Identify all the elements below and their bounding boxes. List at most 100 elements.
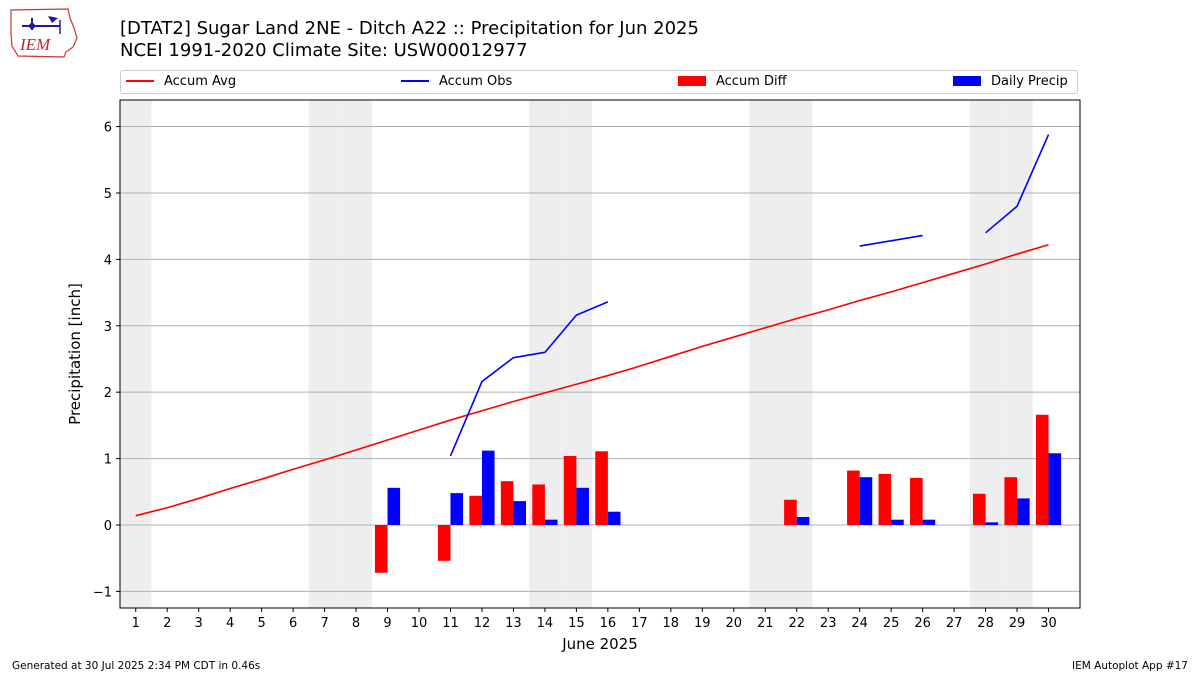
x-tick-label: 28 (977, 616, 994, 631)
legend-item-accum-avg: Accum Avg (126, 74, 236, 90)
weekend-band-21 (749, 100, 781, 608)
legend-swatch-accum-diff (678, 75, 706, 86)
weekend-shading (120, 100, 1033, 608)
y-tick-label: 5 (104, 187, 112, 202)
legend-item-accum-obs: Accum Obs (401, 74, 512, 90)
chart-title: [DTAT2] Sugar Land 2NE - Ditch A22 :: Pr… (120, 18, 699, 39)
legend-item-daily-precip: Daily Precip (953, 74, 1068, 90)
y-axis-label: Precipitation [inch] (66, 283, 84, 425)
legend-swatch-daily-precip (953, 75, 981, 86)
line-accum-avg-segment-0 (135, 243, 1049, 517)
line-accum-obs-segment-0 (449, 301, 609, 457)
x-tick-label: 27 (946, 616, 963, 631)
line-accum-obs-segment-2 (985, 134, 1050, 234)
bar-accum-diff-day-11 (437, 524, 451, 561)
y-tick-label: 6 (104, 121, 112, 136)
x-tick-label: 12 (474, 616, 491, 631)
bar-accum-diff-day-15 (563, 455, 577, 525)
x-tick-label: 14 (537, 616, 554, 631)
x-axis-label: June 2025 (561, 635, 638, 653)
x-tick-label: 24 (851, 616, 868, 631)
weekend-band-1 (120, 100, 152, 608)
x-tick-label: 29 (1009, 616, 1026, 631)
y-tick-label: −1 (93, 585, 112, 600)
x-tick-label: 26 (914, 616, 931, 631)
legend-item-accum-diff: Accum Diff (678, 74, 787, 90)
bar-accum-diff-day-24 (847, 470, 860, 525)
legend-label-accum-avg: Accum Avg (164, 74, 237, 89)
bars (374, 414, 1062, 573)
bar-accum-diff-day-28 (972, 493, 986, 525)
weekend-band-28 (969, 100, 1002, 608)
legend: Accum Avg Accum Obs Accum Diff Daily Pre… (120, 70, 1078, 94)
x-tick-label: 17 (631, 616, 648, 631)
x-tick-label: 22 (788, 616, 805, 631)
bar-accum-diff-day-29 (1004, 477, 1018, 525)
bar-daily-precip-day-25 (891, 519, 904, 525)
x-tick-label: 7 (320, 616, 328, 631)
y-tick-label: 4 (104, 253, 112, 268)
bar-accum-diff-day-25 (878, 473, 892, 525)
bar-daily-precip-day-16 (607, 511, 621, 525)
legend-label-daily-precip: Daily Precip (991, 74, 1068, 89)
x-tick-label: 16 (600, 616, 617, 631)
bar-accum-diff-day-16 (595, 451, 608, 525)
bar-daily-precip-day-26 (922, 519, 936, 525)
x-tick-label: 6 (289, 616, 297, 631)
bar-daily-precip-day-13 (513, 501, 527, 525)
x-tick-label: 11 (442, 616, 459, 631)
legend-swatch-accum-obs (401, 79, 429, 82)
bar-daily-precip-day-12 (481, 450, 495, 525)
y-tick-label: 1 (104, 453, 112, 468)
x-tick-label: 19 (694, 616, 711, 631)
x-tick-label: 10 (411, 616, 428, 631)
bar-daily-precip-day-28 (985, 522, 999, 525)
line-accum-obs-segment-1 (859, 234, 923, 247)
plot-frame (119, 99, 1081, 609)
legend-swatch-accum-avg (126, 79, 154, 82)
legend-label-accum-diff: Accum Diff (716, 74, 787, 89)
lines (135, 134, 1050, 517)
bar-daily-precip-day-9 (387, 487, 401, 525)
logo-text: IEM (19, 35, 51, 54)
bar-daily-precip-day-24 (859, 477, 873, 525)
bar-accum-diff-day-26 (910, 477, 923, 525)
y-tick-label: 3 (104, 320, 112, 335)
weekend-band-15 (560, 100, 593, 608)
weekend-band-22 (780, 100, 813, 608)
bar-daily-precip-day-15 (576, 487, 589, 525)
footer-generated: Generated at 30 Jul 2025 2:34 PM CDT in … (12, 660, 261, 672)
x-tick-label: 30 (1040, 616, 1057, 631)
x-tick-label: 4 (226, 616, 234, 631)
x-tick-label: 25 (883, 616, 900, 631)
bar-accum-diff-day-22 (784, 499, 797, 525)
x-tick-label: 13 (505, 616, 522, 631)
bar-accum-diff-day-13 (500, 481, 514, 525)
bar-accum-diff-day-14 (532, 484, 545, 525)
bar-daily-precip-day-14 (544, 519, 558, 525)
x-tick-label: 18 (663, 616, 680, 631)
x-tick-label: 15 (568, 616, 585, 631)
x-tick-label: 1 (132, 616, 140, 631)
x-tick-label: 5 (257, 616, 265, 631)
x-tick-label: 2 (163, 616, 171, 631)
bar-daily-precip-day-11 (450, 493, 464, 525)
x-tick-label: 20 (725, 616, 742, 631)
footer-app: IEM Autoplot App #17 (1072, 660, 1188, 672)
weekend-band-29 (1001, 100, 1033, 608)
y-tick-label: 2 (104, 386, 112, 401)
legend-label-accum-obs: Accum Obs (439, 74, 513, 89)
x-tick-label: 8 (352, 616, 360, 631)
x-tick-label: 21 (757, 616, 774, 631)
bar-daily-precip-day-29 (1017, 498, 1030, 525)
weekend-band-8 (340, 100, 372, 608)
bar-accum-diff-day-12 (469, 495, 482, 525)
y-tick-label: 0 (104, 519, 112, 534)
weekend-band-7 (308, 100, 341, 608)
bar-daily-precip-day-22 (796, 517, 810, 525)
bar-accum-diff-day-9 (374, 524, 388, 573)
chart-subtitle: NCEI 1991-2020 Climate Site: USW00012977 (120, 40, 528, 61)
x-tick-label: 23 (820, 616, 837, 631)
